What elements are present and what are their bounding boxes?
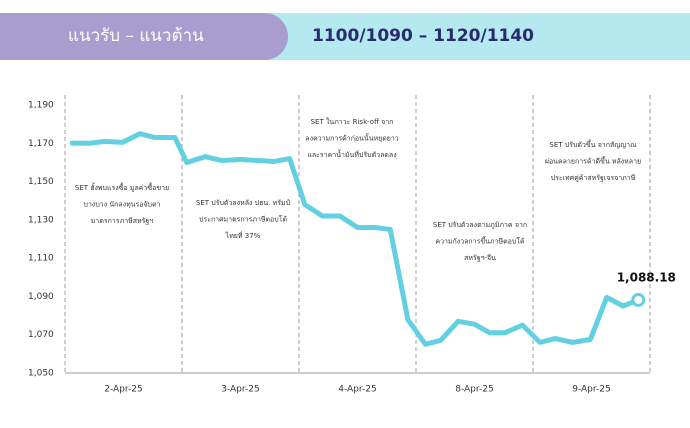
x-tick-label: 3-Apr-25 (221, 385, 259, 395)
y-tick-label: 1,150 (28, 177, 54, 187)
price-line (69, 131, 641, 347)
header-title: แนวรับ – แนวต้าน (0, 13, 288, 60)
y-tick-label: 1,070 (28, 330, 54, 340)
annotation: SET ปรับตัวลงตามภูมิภาค จาก (433, 221, 527, 229)
y-tick-label: 1,130 (28, 215, 54, 225)
y-tick-label: 1,050 (28, 369, 54, 379)
x-tick-label: 2-Apr-25 (104, 385, 142, 395)
annotation: ความกังวลการขึ้นภาษีตอบโต้ (435, 235, 525, 246)
annotation: ประเทศคู่ค้าสหรัฐเจรจาภาษี (551, 174, 636, 182)
y-tick-label: 1,110 (28, 254, 54, 264)
annotation: ประกาศมาตรการภาษีตอบโต้ (199, 215, 287, 224)
annotation: SET ฮั้งพบแรงซื้อ มูลค่าซื้อขาย (75, 181, 169, 192)
y-tick-label: 1,190 (28, 101, 54, 111)
annotation: และราคาน้ำมันที่ปรับตัวลดลง (307, 148, 396, 159)
annotation: มาตรการภาษีสหรัฐฯ (91, 217, 153, 225)
annotation: ลงความการค้าก่อนนั้นหยุดยาว (305, 132, 398, 143)
y-tick-label: 1,170 (28, 139, 54, 149)
value-label: 1,088.18 (617, 270, 676, 284)
annotation: SET ในภาวะ Risk-off จาก (311, 117, 394, 126)
annotation: บางบาง นักลงทุนรอจับตา (84, 201, 161, 209)
x-tick-label: 4-Apr-25 (338, 385, 376, 395)
header-levels: 1100/1090 – 1120/1140 (260, 13, 690, 60)
x-tick-label: 9-Apr-25 (572, 385, 610, 395)
annotation: SET ปรับตัวขึ้น จากสัญญาณ (549, 138, 637, 149)
x-tick-label: 8-Apr-25 (455, 385, 493, 395)
annotation: SET ปรับตัวลงหลัง ปธน. ทรัมป์ (196, 199, 291, 207)
annotation: สหรัฐฯ-จีน (464, 254, 496, 262)
last-point (631, 292, 646, 307)
y-tick-label: 1,090 (28, 292, 54, 302)
chart: 1,050 1,070 1,090 1,110 1,130 1,150 1,170 1,190… (28, 95, 676, 395)
annotation: ไทยที่ 37% (225, 231, 261, 240)
annotation: ผ่อนคลายการค้าดีขึ้น หลังหลาย (545, 155, 641, 166)
